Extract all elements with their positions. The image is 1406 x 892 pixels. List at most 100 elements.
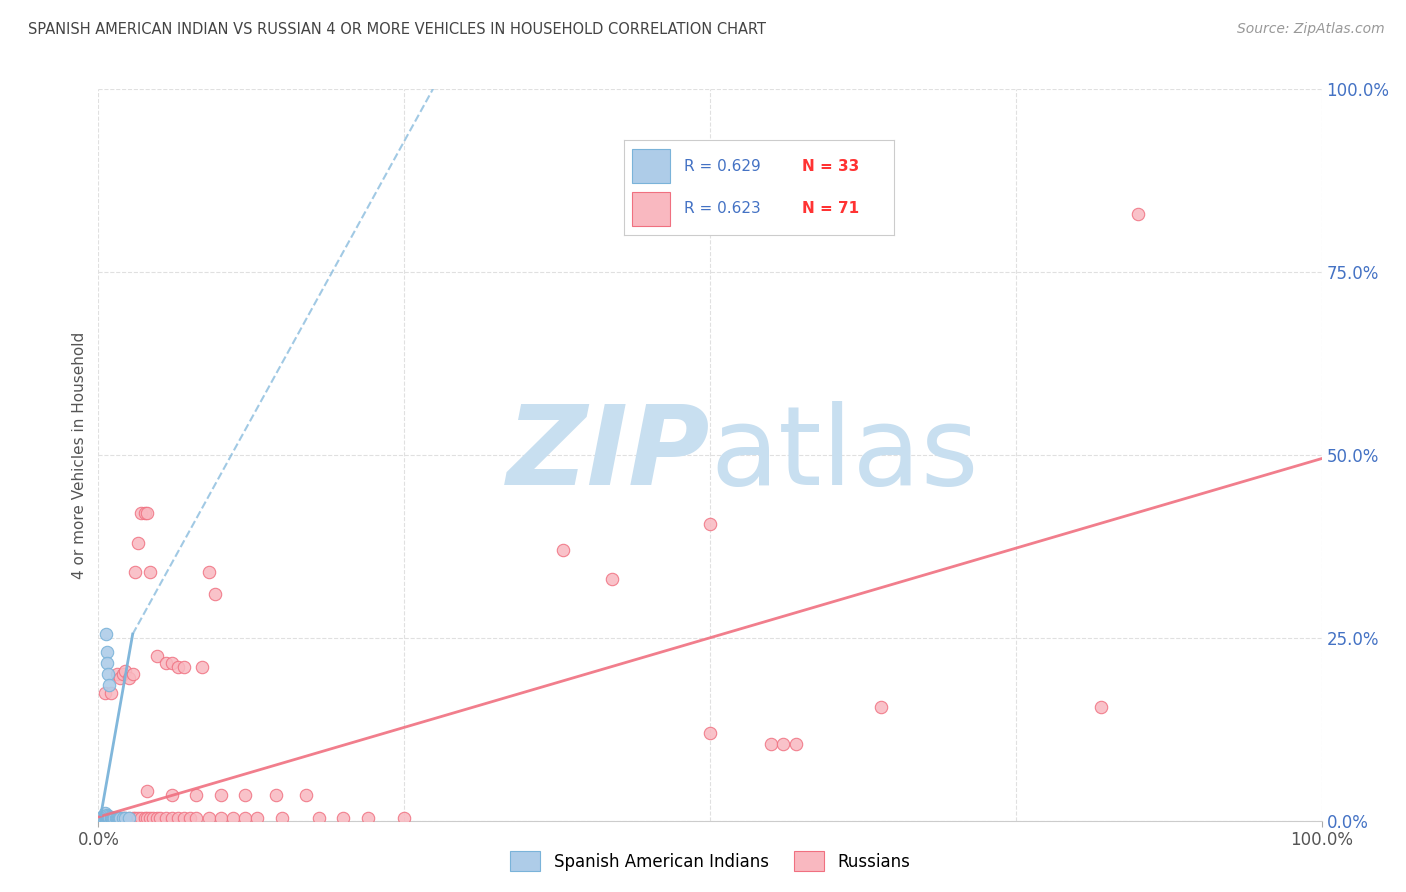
Point <box>101 812 124 826</box>
Point <box>699 726 721 740</box>
Point <box>94 808 117 822</box>
Point <box>96 657 118 671</box>
Point <box>699 517 721 532</box>
Point <box>111 812 134 826</box>
Point <box>264 788 287 802</box>
Point <box>186 812 208 826</box>
Point <box>124 812 146 826</box>
Point <box>93 807 115 822</box>
Point <box>114 812 136 826</box>
Point <box>160 812 183 826</box>
Point <box>1128 206 1150 220</box>
Point <box>118 812 141 826</box>
Point <box>772 737 794 751</box>
Point <box>136 784 159 798</box>
Point <box>110 671 132 685</box>
Point <box>129 812 152 826</box>
Point <box>139 812 162 826</box>
Text: SPANISH AMERICAN INDIAN VS RUSSIAN 4 OR MORE VEHICLES IN HOUSEHOLD CORRELATION C: SPANISH AMERICAN INDIAN VS RUSSIAN 4 OR … <box>28 22 766 37</box>
Point <box>108 812 131 826</box>
Text: Source: ZipAtlas.com: Source: ZipAtlas.com <box>1237 22 1385 37</box>
Point <box>114 812 136 826</box>
Point <box>107 811 129 825</box>
Point <box>870 700 893 714</box>
Point <box>105 667 128 681</box>
Point <box>155 657 177 671</box>
Point <box>100 810 122 824</box>
Point <box>134 507 156 521</box>
Text: N = 71: N = 71 <box>801 202 859 217</box>
Point <box>149 812 172 826</box>
Point <box>121 812 143 826</box>
Point <box>233 788 256 802</box>
Point <box>98 678 121 692</box>
Point <box>124 565 146 579</box>
Text: N = 33: N = 33 <box>801 159 859 174</box>
Point <box>118 671 141 685</box>
Point <box>127 535 149 549</box>
Point <box>103 811 125 825</box>
Point <box>600 572 623 586</box>
Point <box>101 812 124 826</box>
Point <box>111 812 134 826</box>
Point <box>104 812 127 826</box>
Point <box>204 587 226 601</box>
Point <box>167 660 190 674</box>
Point <box>160 657 183 671</box>
Point <box>114 664 136 678</box>
Point <box>356 812 378 826</box>
Text: R = 0.623: R = 0.623 <box>683 202 761 217</box>
Point <box>136 812 159 826</box>
Point <box>97 809 120 823</box>
Point <box>173 812 195 826</box>
Point <box>136 507 159 521</box>
Point <box>91 812 114 826</box>
Point <box>93 810 115 824</box>
FancyBboxPatch shape <box>633 192 671 226</box>
Point <box>91 812 114 826</box>
Point <box>127 812 149 826</box>
Point <box>105 812 128 826</box>
Point <box>97 812 120 826</box>
Point <box>91 811 114 825</box>
Point <box>146 649 169 664</box>
Point <box>129 507 152 521</box>
Point <box>186 788 208 802</box>
Point <box>118 812 141 826</box>
Point <box>97 811 120 825</box>
Point <box>1090 700 1112 714</box>
Point <box>96 809 118 823</box>
Point <box>553 543 575 558</box>
Point <box>197 565 219 579</box>
Point <box>101 811 124 825</box>
Point <box>94 811 117 825</box>
Point <box>111 667 134 681</box>
Point <box>392 812 416 826</box>
Point <box>160 788 183 802</box>
Point <box>134 812 156 826</box>
Point <box>93 686 115 700</box>
Point <box>155 812 177 826</box>
Point <box>179 812 201 826</box>
Point <box>191 660 214 674</box>
Point <box>222 812 245 826</box>
Point <box>96 812 118 826</box>
Point <box>308 812 330 826</box>
Point <box>100 812 122 826</box>
Point <box>96 807 118 822</box>
Point <box>121 667 143 681</box>
Point <box>173 660 195 674</box>
Point <box>97 667 120 681</box>
Point <box>98 812 121 826</box>
Point <box>93 806 115 821</box>
Legend: Spanish American Indians, Russians: Spanish American Indians, Russians <box>503 845 917 878</box>
Point <box>295 788 318 802</box>
Point <box>761 737 783 751</box>
Point <box>246 812 269 826</box>
Point <box>100 686 122 700</box>
Point <box>142 812 165 826</box>
Point <box>270 812 294 826</box>
Point <box>105 812 128 826</box>
Point <box>110 812 132 826</box>
Point <box>785 737 807 751</box>
